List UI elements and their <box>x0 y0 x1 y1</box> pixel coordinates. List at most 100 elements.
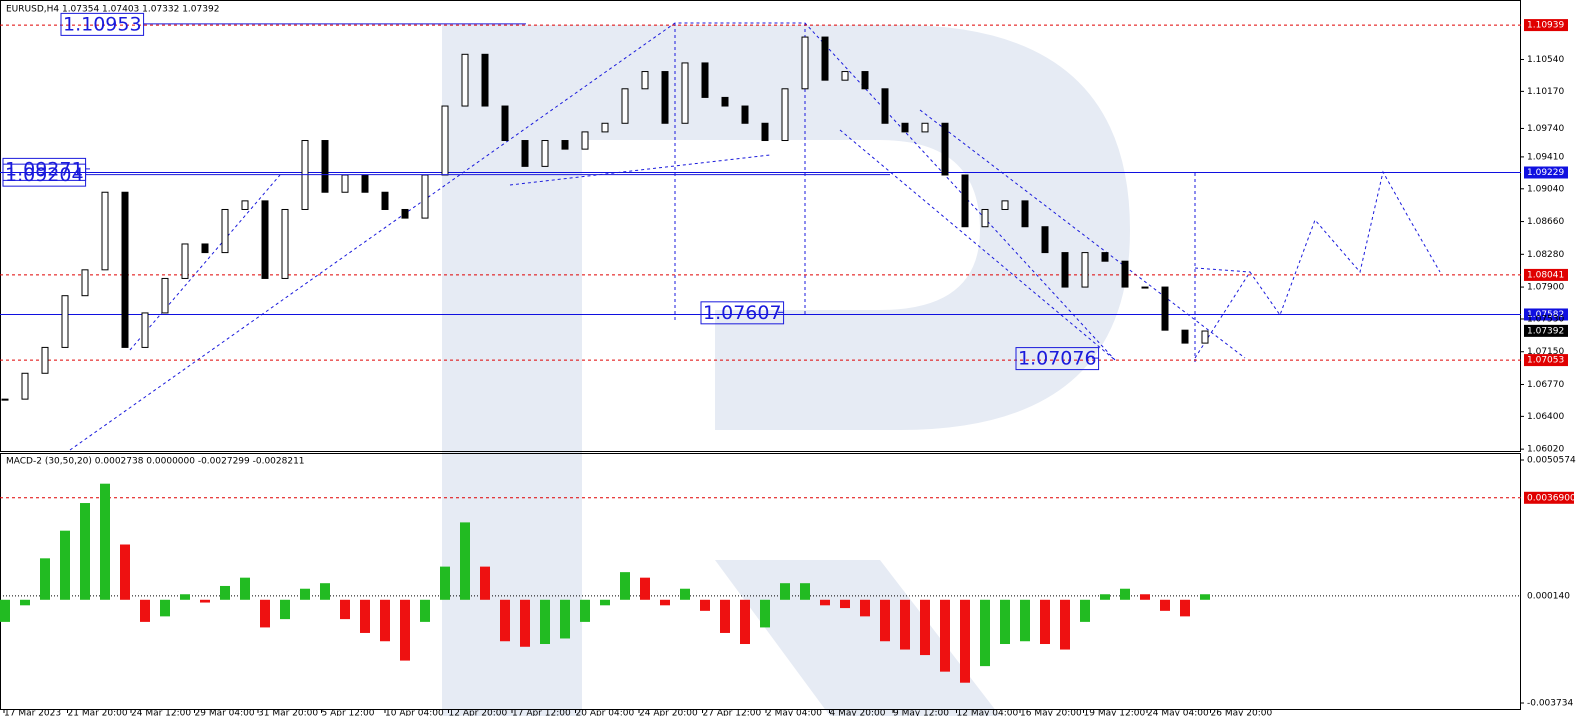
candle <box>721 96 729 107</box>
macd-bar <box>180 594 190 600</box>
macd-bar <box>1160 599 1170 611</box>
level-label: 1.10939 <box>1527 21 1564 31</box>
macd-bar <box>280 599 290 620</box>
y-tick-label: 1.09040 <box>1527 184 1564 194</box>
price-annotation: 1.07076 <box>1018 348 1097 370</box>
candle <box>241 200 249 210</box>
price-annotation: 1.09204 <box>5 164 84 186</box>
y-tick-label: 1.09410 <box>1527 152 1564 162</box>
watermark <box>442 25 1130 716</box>
candle <box>701 62 709 98</box>
candle <box>1201 330 1209 344</box>
y-tick-label: 1.07900 <box>1527 283 1564 293</box>
macd-bar <box>460 522 470 600</box>
macd-bar <box>60 530 70 600</box>
x-tick-label: 5 Apr 12:00 <box>322 709 375 716</box>
candle <box>1141 286 1149 289</box>
macd-bar <box>540 599 550 645</box>
x-tick-label: 20 Apr 04:00 <box>576 709 635 716</box>
candle <box>821 36 829 81</box>
y-tick-label: 1.09740 <box>1527 124 1564 134</box>
y-tick-label: 0.0050574 <box>1527 455 1576 465</box>
x-tick-label: 4 May 20:00 <box>830 709 886 716</box>
candle <box>521 140 529 167</box>
candle <box>1 398 9 401</box>
macd-bar <box>240 577 250 600</box>
macd-bar <box>660 599 670 606</box>
candle <box>741 105 749 124</box>
macd-bar <box>880 599 890 642</box>
macd-bar <box>1200 594 1210 600</box>
candle <box>841 71 849 81</box>
macd-bar <box>640 577 650 600</box>
macd-bar <box>680 588 690 600</box>
candle <box>41 346 49 374</box>
candle <box>881 88 889 124</box>
macd-bar <box>1020 599 1030 642</box>
candle <box>1121 260 1129 288</box>
candle <box>61 295 69 348</box>
macd-bar <box>1060 599 1070 650</box>
candle <box>961 174 969 228</box>
price-annotation: 1.07607 <box>703 302 782 324</box>
candle <box>261 200 269 279</box>
level-tag <box>1524 308 1568 321</box>
candle <box>761 122 769 142</box>
x-tick-label: 2 May 04:00 <box>766 709 822 716</box>
macd-bar <box>80 503 90 600</box>
macd-bar <box>900 599 910 650</box>
macd-bar <box>320 583 330 600</box>
macd-bar <box>340 599 350 620</box>
candle <box>581 131 589 150</box>
x-tick-label: 19 May 12:00 <box>1084 709 1146 716</box>
x-tick-label: 21 Mar 20:00 <box>68 709 128 716</box>
candle <box>1081 252 1089 288</box>
chart-title: EURUSD,H4 1.07354 1.07403 1.07332 1.0739… <box>6 5 219 15</box>
macd-bar <box>0 599 10 622</box>
level-tag <box>1524 19 1568 32</box>
macd-bar <box>1000 599 1010 645</box>
macd-bar <box>700 599 710 611</box>
macd-bar <box>220 585 230 600</box>
candle <box>861 71 869 90</box>
candle <box>801 36 809 90</box>
candle <box>1061 252 1069 288</box>
candle <box>221 208 229 254</box>
candle <box>381 191 389 210</box>
x-tick-label: 17 Apr 12:00 <box>512 709 571 716</box>
macd-bar <box>760 599 770 628</box>
x-tick-label: 27 Apr 12:00 <box>703 709 762 716</box>
macd-bar <box>960 599 970 683</box>
candle <box>541 140 549 167</box>
level-tag <box>1524 491 1574 504</box>
candle <box>561 140 569 150</box>
y-tick-label: 0.000140 <box>1527 591 1570 601</box>
macd-bar <box>380 599 390 642</box>
macd-bar <box>800 583 810 600</box>
macd-bar <box>140 599 150 622</box>
x-tick-label: 24 May 04:00 <box>1147 709 1209 716</box>
x-tick-label: 24 Apr 20:00 <box>639 709 698 716</box>
candle <box>501 105 509 142</box>
candle <box>601 122 609 133</box>
y-tick-label: 1.08280 <box>1527 250 1564 260</box>
macd-bar <box>100 483 110 600</box>
level-label: 1.07582 <box>1527 310 1564 320</box>
candle <box>781 88 789 142</box>
y-tick-label: 1.10540 <box>1527 55 1564 65</box>
y-tick-label: 1.06400 <box>1527 412 1564 422</box>
macd-bar <box>560 599 570 639</box>
macd-bar <box>1040 599 1050 645</box>
macd-bar <box>580 599 590 622</box>
macd-bar <box>300 588 310 600</box>
candle <box>621 88 629 124</box>
y-tick-label: 1.06770 <box>1527 380 1564 390</box>
macd-bar <box>420 599 430 622</box>
candle <box>641 71 649 90</box>
x-tick-label: 24 Mar 12:00 <box>131 709 191 716</box>
candle <box>81 269 89 297</box>
macd-bar <box>860 599 870 617</box>
macd-bar <box>780 583 790 600</box>
candle <box>921 122 929 133</box>
y-tick-label: 1.08660 <box>1527 217 1564 227</box>
